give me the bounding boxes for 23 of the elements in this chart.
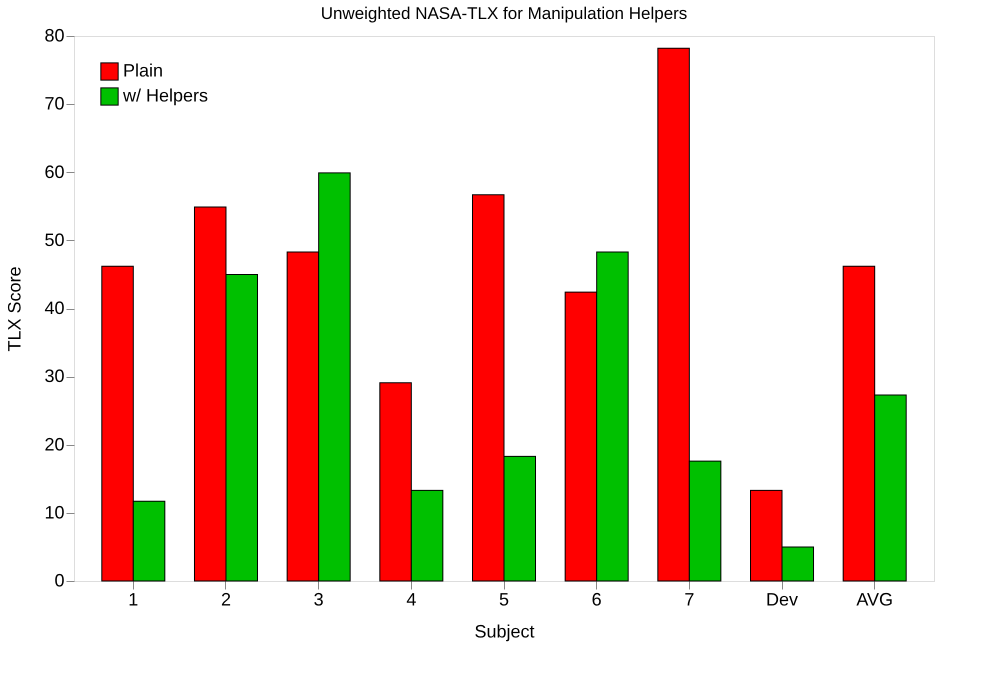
x-tick-label: 3 [314,590,324,610]
x-tick-label: AVG [856,590,894,610]
chart-title: Unweighted NASA-TLX for Manipulation Helpers [320,4,688,23]
y-tick-label: 0 [54,570,64,590]
y-tick-label: 70 [44,94,64,114]
y-tick-label: 10 [44,502,64,522]
y-tick-label: 20 [44,434,64,454]
x-tick-label: 4 [406,590,416,610]
y-tick-label: 50 [44,230,64,250]
x-tick-label: 2 [220,590,231,610]
x-axis-title: Subject [474,622,535,642]
y-tick-label: 80 [44,26,64,46]
y-tick-label: 40 [44,298,64,318]
x-tick-label: 1 [128,590,138,610]
y-tick-label: 60 [44,162,64,182]
legend-label: w/ Helpers [122,86,208,106]
y-axis-title: TLX Score [4,266,24,352]
x-tick-label: 5 [498,590,510,610]
legend-label: Plain [123,60,164,80]
x-tick-label: 6 [592,590,602,610]
y-tick-label: 30 [44,366,64,386]
x-tick-label: 7 [684,590,694,610]
x-tick-label: Dev [766,590,798,610]
